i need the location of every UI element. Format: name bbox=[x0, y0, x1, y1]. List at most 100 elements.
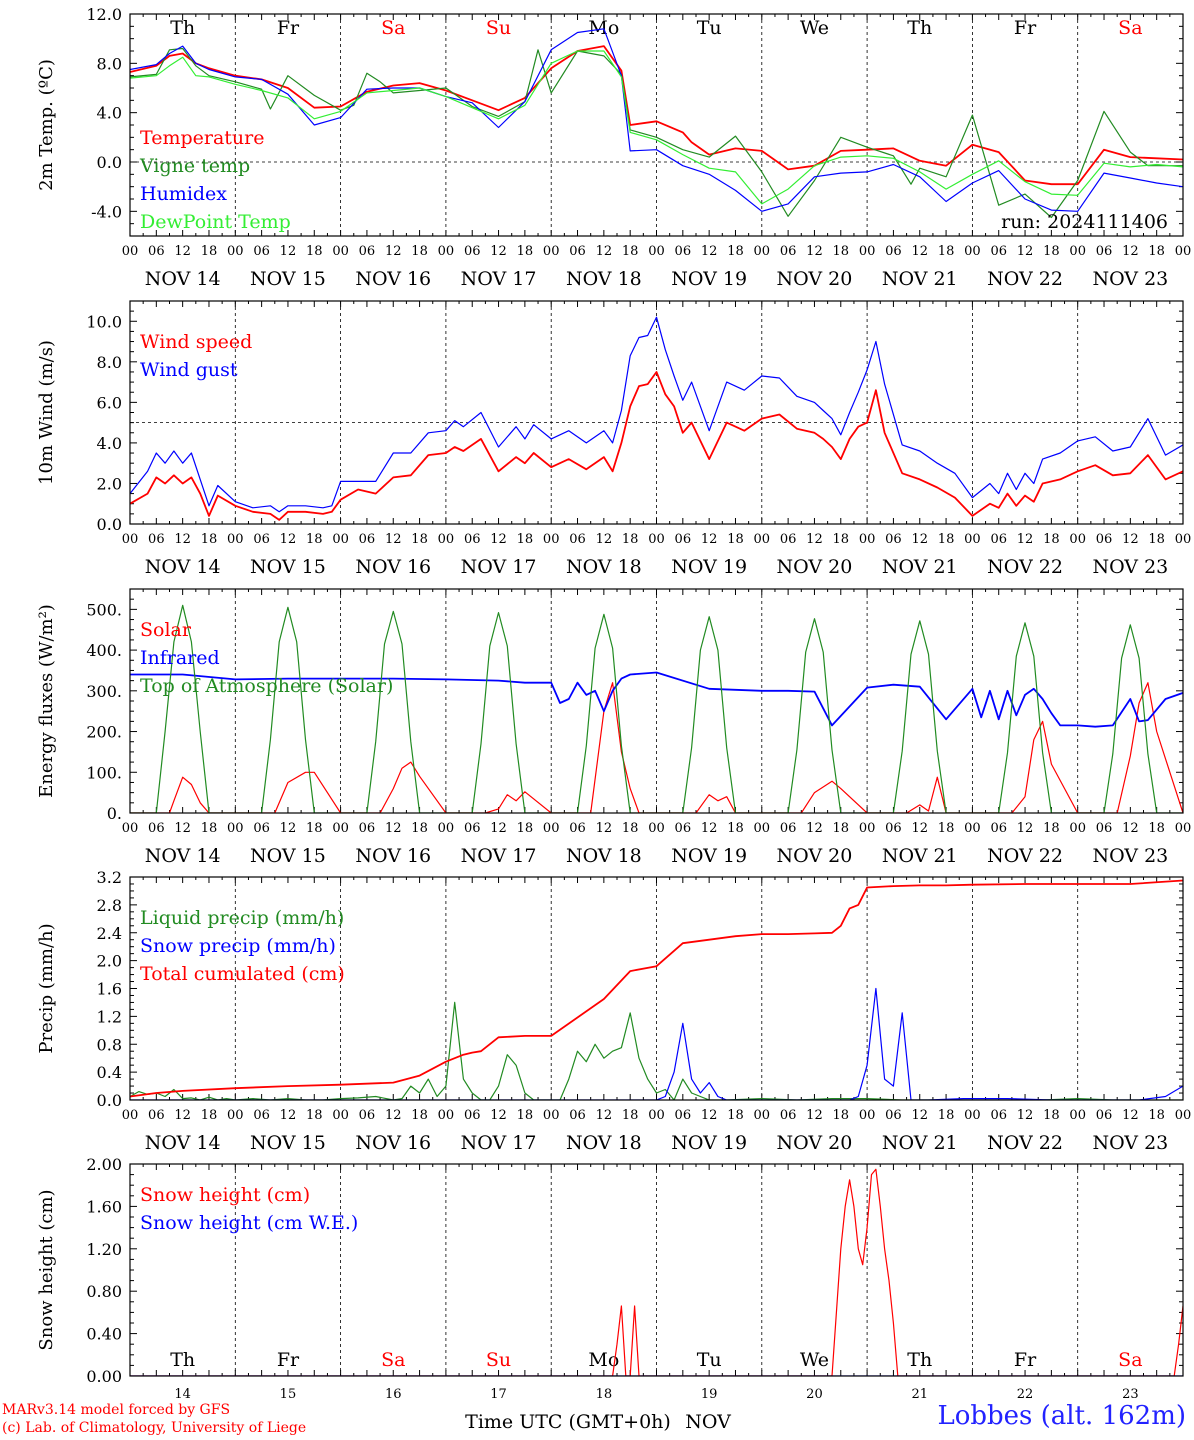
hour-label: 12 bbox=[596, 1108, 613, 1123]
hour-label: 00 bbox=[332, 821, 349, 836]
hour-label: 00 bbox=[438, 244, 455, 259]
hour-label: 12 bbox=[1017, 1108, 1034, 1123]
weekday-label: Sa bbox=[1118, 1349, 1142, 1371]
hour-label: 12 bbox=[174, 244, 191, 259]
hour-label: 00 bbox=[859, 821, 876, 836]
day-number-label: 22 bbox=[1017, 1387, 1034, 1402]
weekday-label: Th bbox=[170, 17, 195, 39]
hour-label: 18 bbox=[1043, 1108, 1060, 1123]
hour-label: 06 bbox=[885, 1108, 902, 1123]
hour-label: 00 bbox=[438, 532, 455, 547]
hour-label: 06 bbox=[148, 821, 165, 836]
hour-label: 18 bbox=[833, 821, 850, 836]
weekday-label: Fr bbox=[277, 1349, 300, 1371]
day-number-label: 23 bbox=[1122, 1387, 1139, 1402]
date-label: NOV 14 bbox=[145, 845, 221, 867]
y-axis-title: Snow height (cm) bbox=[36, 1189, 57, 1350]
hour-label: 18 bbox=[411, 532, 428, 547]
y-tick-label: 10.0 bbox=[86, 312, 122, 331]
hour-label: 12 bbox=[490, 532, 507, 547]
hour-label: 00 bbox=[859, 532, 876, 547]
date-label: NOV 14 bbox=[145, 1132, 221, 1154]
date-label: NOV 17 bbox=[461, 845, 537, 867]
date-label: NOV 17 bbox=[461, 268, 537, 290]
hour-label: 00 bbox=[648, 1108, 665, 1123]
hour-label: 18 bbox=[938, 1108, 955, 1123]
weekday-label: We bbox=[800, 1349, 829, 1371]
date-label: NOV 21 bbox=[882, 1132, 958, 1154]
hour-label: 06 bbox=[253, 1108, 270, 1123]
month-label: NOV bbox=[685, 1411, 731, 1433]
y-tick-label: 0.00 bbox=[86, 1367, 122, 1386]
date-label: NOV 23 bbox=[1092, 1132, 1168, 1154]
hour-label: 18 bbox=[517, 821, 534, 836]
hour-label: 06 bbox=[359, 1108, 376, 1123]
series-group bbox=[130, 604, 1183, 813]
hour-label: 18 bbox=[1043, 532, 1060, 547]
hour-label: 06 bbox=[675, 1108, 692, 1123]
day-number-label: 17 bbox=[490, 1387, 507, 1402]
hour-label: 18 bbox=[727, 244, 744, 259]
hour-label: 06 bbox=[990, 532, 1007, 547]
hour-label: 00 bbox=[964, 244, 981, 259]
date-label: NOV 19 bbox=[671, 1132, 747, 1154]
weekday-label: Sa bbox=[381, 17, 405, 39]
day-number-label: 16 bbox=[385, 1387, 402, 1402]
hour-label: 00 bbox=[859, 244, 876, 259]
hour-label: 06 bbox=[885, 532, 902, 547]
hour-label: 06 bbox=[885, 244, 902, 259]
day-number-label: 19 bbox=[701, 1387, 718, 1402]
y-tick-label: 2.0 bbox=[97, 474, 122, 493]
y-tick-label: 3.2 bbox=[97, 868, 122, 887]
hour-label: 00 bbox=[438, 821, 455, 836]
y-tick-label: 500. bbox=[86, 600, 122, 619]
hour-label: 06 bbox=[885, 821, 902, 836]
panel-frame bbox=[129, 588, 1184, 814]
weekday-label: Th bbox=[907, 1349, 932, 1371]
y-tick-label: 300. bbox=[86, 682, 122, 701]
day-number-label: 15 bbox=[280, 1387, 297, 1402]
model-credit-line: MARv3.14 model forced by GFS bbox=[2, 1402, 231, 1418]
hour-label: 00 bbox=[964, 1108, 981, 1123]
date-label: NOV 18 bbox=[566, 268, 642, 290]
hour-label: 18 bbox=[201, 244, 218, 259]
hour-label: 00 bbox=[543, 532, 560, 547]
panel-2: 0.0 2.0 4.0 6.0 8.0 10.0 10m Wind (m/s) 00 06 12 1… bbox=[36, 300, 1191, 578]
legend-entry: Top of Atmosphere (Solar) bbox=[140, 675, 393, 697]
hour-label: 12 bbox=[280, 244, 297, 259]
hour-label: 12 bbox=[280, 1108, 297, 1123]
date-label: NOV 19 bbox=[671, 845, 747, 867]
panel-1: -4.0 0.0 4.0 8.0 12.0 2m Temp. (ºC) 00 06 12 18 00… bbox=[36, 5, 1191, 290]
y-tick-label: 8.0 bbox=[97, 54, 122, 73]
series-line-1 bbox=[130, 371, 1183, 521]
y-tick-label: 0.0 bbox=[97, 1091, 122, 1110]
y-tick-label: 12.0 bbox=[86, 5, 122, 24]
hour-label: 06 bbox=[569, 532, 586, 547]
y-tick-label: -4.0 bbox=[91, 202, 122, 221]
date-label: NOV 15 bbox=[250, 845, 326, 867]
series-line-3 bbox=[130, 28, 1183, 212]
y-tick-label: 200. bbox=[86, 723, 122, 742]
date-label: NOV 15 bbox=[250, 1132, 326, 1154]
hour-label: 18 bbox=[1148, 1108, 1165, 1123]
hour-label: 12 bbox=[701, 244, 718, 259]
hour-label: 12 bbox=[280, 532, 297, 547]
hour-label: 18 bbox=[622, 244, 639, 259]
hour-label: 18 bbox=[411, 244, 428, 259]
hour-label: 18 bbox=[622, 821, 639, 836]
hour-label: 00 bbox=[122, 532, 139, 547]
date-label: NOV 18 bbox=[566, 845, 642, 867]
hour-label: 06 bbox=[1096, 821, 1113, 836]
hour-label: 00 bbox=[1069, 1108, 1086, 1123]
series-line-4 bbox=[130, 50, 1183, 205]
hour-label: 12 bbox=[490, 821, 507, 836]
hour-label: 18 bbox=[517, 244, 534, 259]
y-tick-label: 1.20 bbox=[86, 1240, 122, 1259]
hour-label: 18 bbox=[833, 1108, 850, 1123]
series-line-3 bbox=[130, 604, 1183, 813]
hour-label: 12 bbox=[911, 1108, 928, 1123]
hour-label: 18 bbox=[1043, 244, 1060, 259]
hour-label: 12 bbox=[1017, 244, 1034, 259]
hour-label: 12 bbox=[806, 821, 823, 836]
hour-label: 12 bbox=[596, 532, 613, 547]
